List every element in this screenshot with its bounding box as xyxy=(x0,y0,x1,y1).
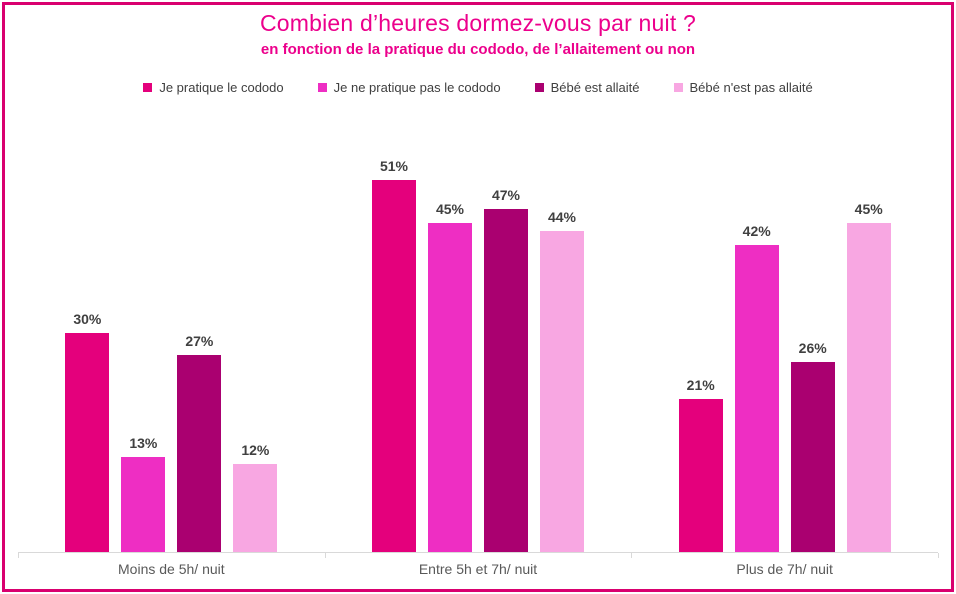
bar-value-label: 13% xyxy=(129,435,158,451)
bar-value-label: 47% xyxy=(491,187,521,203)
bar xyxy=(846,223,891,552)
bar-value-label: 21% xyxy=(686,377,715,393)
bar-column: 45% xyxy=(428,201,472,552)
bar-value-label: 27% xyxy=(185,333,214,349)
bar-group-1: 51% 45% 47% 44% xyxy=(325,120,632,552)
bar-column: 44% xyxy=(540,209,584,552)
plot-area: 30% 13% 27% 12% 51% 45% 47% 44% 21% 42% 26% 45% xyxy=(18,120,938,553)
bar xyxy=(790,362,835,552)
legend-item-3: Bébé n'est pas allaité xyxy=(673,80,813,95)
axis-tick xyxy=(325,553,326,558)
bar-value-label: 12% xyxy=(241,442,270,458)
legend-label: Bébé est allaité xyxy=(550,80,640,95)
bar-value-label: 45% xyxy=(854,201,883,217)
axis-tick xyxy=(938,553,939,558)
legend-item-0: Je pratique le cododo xyxy=(143,80,284,95)
axis-tick xyxy=(18,553,19,558)
category-label-1: Entre 5h et 7h/ nuit xyxy=(418,561,538,577)
bar-value-label: 51% xyxy=(379,158,409,174)
bar-column: 30% xyxy=(65,311,110,552)
bar xyxy=(484,209,528,552)
legend-label: Je pratique le cododo xyxy=(159,80,284,95)
bar-value-label: 42% xyxy=(742,223,771,239)
bar-value-label: 45% xyxy=(435,201,465,217)
chart-title: Combien d’heures dormez-vous par nuit ? xyxy=(259,10,697,36)
bar-column: 51% xyxy=(372,158,416,552)
bar-value-label: 30% xyxy=(73,311,102,327)
bar xyxy=(65,333,110,552)
bar xyxy=(428,223,472,552)
bar-column: 21% xyxy=(678,377,723,552)
bar xyxy=(678,399,723,552)
legend-swatch-icon xyxy=(317,83,327,92)
bar xyxy=(734,245,779,552)
bar-column: 47% xyxy=(484,187,528,552)
bar-group-0: 30% 13% 27% 12% xyxy=(18,120,325,552)
category-label-0: Moins de 5h/ nuit xyxy=(118,561,225,577)
bar-column: 26% xyxy=(790,340,835,552)
legend-swatch-icon xyxy=(534,83,544,92)
axis-tick xyxy=(631,553,632,558)
bar xyxy=(372,180,416,552)
legend-label: Bébé n'est pas allaité xyxy=(689,80,813,95)
bar-group-2: 21% 42% 26% 45% xyxy=(631,120,938,552)
legend-item-2: Bébé est allaité xyxy=(534,80,640,95)
legend-swatch-icon xyxy=(673,83,683,92)
bar-column: 13% xyxy=(121,435,166,552)
category-axis-labels: Moins de 5h/ nuit Entre 5h et 7h/ nuit Plu… xyxy=(18,561,938,577)
bar xyxy=(540,231,584,552)
legend-item-1: Je ne pratique pas le cododo xyxy=(317,80,501,95)
legend-label: Je ne pratique pas le cododo xyxy=(333,80,501,95)
bar-value-label: 44% xyxy=(547,209,577,225)
bar-column: 45% xyxy=(846,201,891,552)
bar-value-label: 26% xyxy=(798,340,827,356)
legend-swatch-icon xyxy=(143,83,153,92)
bar-column: 42% xyxy=(734,223,779,552)
bar-column: 12% xyxy=(233,442,278,552)
bar xyxy=(177,355,222,552)
legend: Je pratique le cododo Je ne pratique pas … xyxy=(0,80,956,95)
bar xyxy=(121,457,166,552)
bar xyxy=(233,464,278,552)
category-label-2: Plus de 7h/ nuit xyxy=(736,561,833,577)
chart-subtitle: en fonction de la pratique du cododo, de… xyxy=(260,41,696,58)
bar-column: 27% xyxy=(177,333,222,552)
